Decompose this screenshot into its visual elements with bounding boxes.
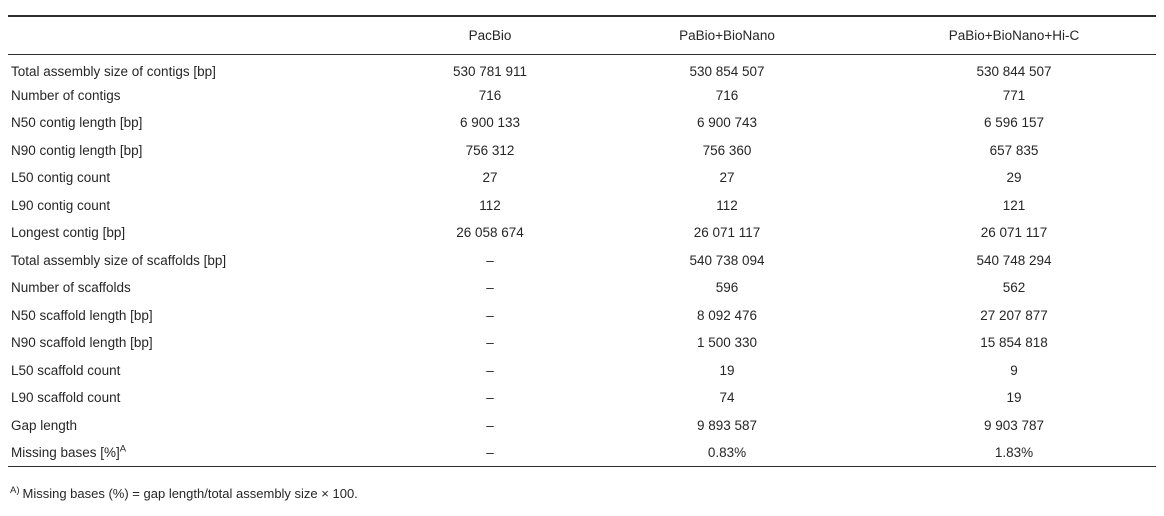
table-row: L50 scaffold count – 19 9 <box>8 357 1156 385</box>
cell-value: 19 <box>719 362 735 378</box>
cell-value: 540 748 294 <box>976 252 1052 268</box>
cell-value: – <box>486 417 494 433</box>
cell-value: – <box>486 445 494 460</box>
cell-value: 530 854 507 <box>689 64 765 79</box>
table-row: N90 scaffold length [bp] – 1 500 330 15 854… <box>8 329 1156 357</box>
cell-value: – <box>486 362 494 378</box>
cell-value: – <box>486 390 494 406</box>
cell-value: 26 071 117 <box>693 225 761 241</box>
column-header-pabio-bionano-hic: PaBio+BioNano+Hi-C <box>872 16 1156 55</box>
cell-value: 9 903 787 <box>983 417 1045 433</box>
table-row: N50 scaffold length [bp] – 8 092 476 27 207… <box>8 302 1156 330</box>
cell-value: – <box>486 307 494 323</box>
row-label: N90 scaffold length [bp] <box>11 335 153 351</box>
table-row: Longest contig [bp] 26 058 674 26 071 117 2… <box>8 219 1156 247</box>
cell-value: 540 738 094 <box>689 252 765 268</box>
column-header-pabio-bionano: PaBio+BioNano <box>582 16 872 55</box>
column-header-pacbio: PacBio <box>398 16 582 55</box>
table-header: PacBio PaBio+BioNano PaBio+BioNano+Hi-C <box>8 16 1156 55</box>
cell-value: 27 <box>719 170 735 186</box>
cell-value: 8 092 476 <box>696 307 758 323</box>
table-row: Number of contigs 716 716 771 <box>8 82 1156 110</box>
cell-value: – <box>486 280 494 296</box>
cell-value: 756 360 <box>702 142 752 158</box>
table-row: Number of scaffolds – 596 562 <box>8 274 1156 302</box>
assembly-stats-table: PacBio PaBio+BioNano PaBio+BioNano+Hi-C … <box>8 15 1156 467</box>
footnote: A) Missing bases (%) = gap length/total a… <box>10 484 358 501</box>
cell-value: 530 844 507 <box>976 64 1052 79</box>
row-label: Number of contigs <box>11 87 121 103</box>
footnote-text: Missing bases (%) = gap length/total ass… <box>22 486 358 501</box>
table-row: Missing bases [%]A – 0.83% 1.83% <box>8 439 1156 467</box>
cell-value: 29 <box>1006 170 1022 186</box>
row-label: L50 contig count <box>11 170 111 186</box>
cell-value: 6 900 743 <box>696 115 758 131</box>
cell-value: 657 835 <box>989 142 1039 158</box>
cell-value: 596 <box>715 280 739 296</box>
stats-table: PacBio PaBio+BioNano PaBio+BioNano+Hi-C … <box>8 15 1156 467</box>
table-row: Total assembly size of scaffolds [bp] – 54… <box>8 247 1156 275</box>
cell-value: 27 <box>482 170 498 186</box>
cell-value: 530 781 911 <box>452 64 528 79</box>
cell-value: 26 071 117 <box>980 225 1048 241</box>
cell-value: 121 <box>1002 197 1026 213</box>
cell-value: 27 207 877 <box>980 307 1048 323</box>
cell-value: 6 900 133 <box>459 115 521 131</box>
cell-value: 771 <box>1002 87 1026 103</box>
table-row: L90 scaffold count – 74 19 <box>8 384 1156 412</box>
cell-value: 6 596 157 <box>983 115 1045 131</box>
column-header-metric <box>8 16 398 55</box>
row-label: L90 scaffold count <box>11 390 121 406</box>
cell-value: 112 <box>716 197 738 213</box>
table-row: L50 contig count 27 27 29 <box>8 164 1156 192</box>
row-label: Longest contig [bp] <box>11 225 126 241</box>
cell-value: 26 058 674 <box>456 225 524 241</box>
table-row: N90 contig length [bp] 756 312 756 360 657 … <box>8 137 1156 165</box>
cell-value: – <box>486 252 494 268</box>
cell-value: 716 <box>478 87 502 103</box>
row-label: Number of scaffolds <box>11 280 131 296</box>
table-body: Total assembly size of contigs [bp] 530 7… <box>8 54 1156 467</box>
row-label: Missing bases [%]A <box>11 443 127 460</box>
cell-value: 562 <box>1002 280 1026 296</box>
table-row: Total assembly size of contigs [bp] 530 7… <box>8 54 1156 82</box>
table-row: Gap length – 9 893 587 9 903 787 <box>8 412 1156 440</box>
cell-value: 74 <box>719 390 735 406</box>
table-row: L90 contig count 112 112 121 <box>8 192 1156 220</box>
cell-value: 112 <box>479 197 501 213</box>
cell-value: 9 <box>1010 362 1018 378</box>
cell-value: 716 <box>715 87 739 103</box>
cell-value: 756 312 <box>465 142 515 158</box>
row-label: N50 scaffold length [bp] <box>11 307 153 323</box>
row-label: L90 contig count <box>11 197 111 213</box>
row-label: Total assembly size of scaffolds [bp] <box>11 252 227 268</box>
cell-value: 9 893 587 <box>696 417 758 433</box>
cell-value: – <box>486 335 494 351</box>
cell-value: 1.83% <box>994 445 1034 460</box>
footnote-marker-ref: A <box>119 443 127 455</box>
header-row: PacBio PaBio+BioNano PaBio+BioNano+Hi-C <box>8 16 1156 55</box>
row-label: Gap length <box>11 417 78 433</box>
row-label: Total assembly size of contigs [bp] <box>11 64 216 79</box>
table-row: N50 contig length [bp] 6 900 133 6 900 743… <box>8 109 1156 137</box>
cell-value: 0.83% <box>707 445 747 460</box>
cell-value: 1 500 330 <box>696 335 758 351</box>
footnote-marker: A) <box>10 484 20 496</box>
cell-value: 15 854 818 <box>980 335 1048 351</box>
row-label: L50 scaffold count <box>11 362 121 378</box>
cell-value: 19 <box>1006 390 1022 406</box>
row-label: N90 contig length [bp] <box>11 142 143 158</box>
row-label: N50 contig length [bp] <box>11 115 143 131</box>
